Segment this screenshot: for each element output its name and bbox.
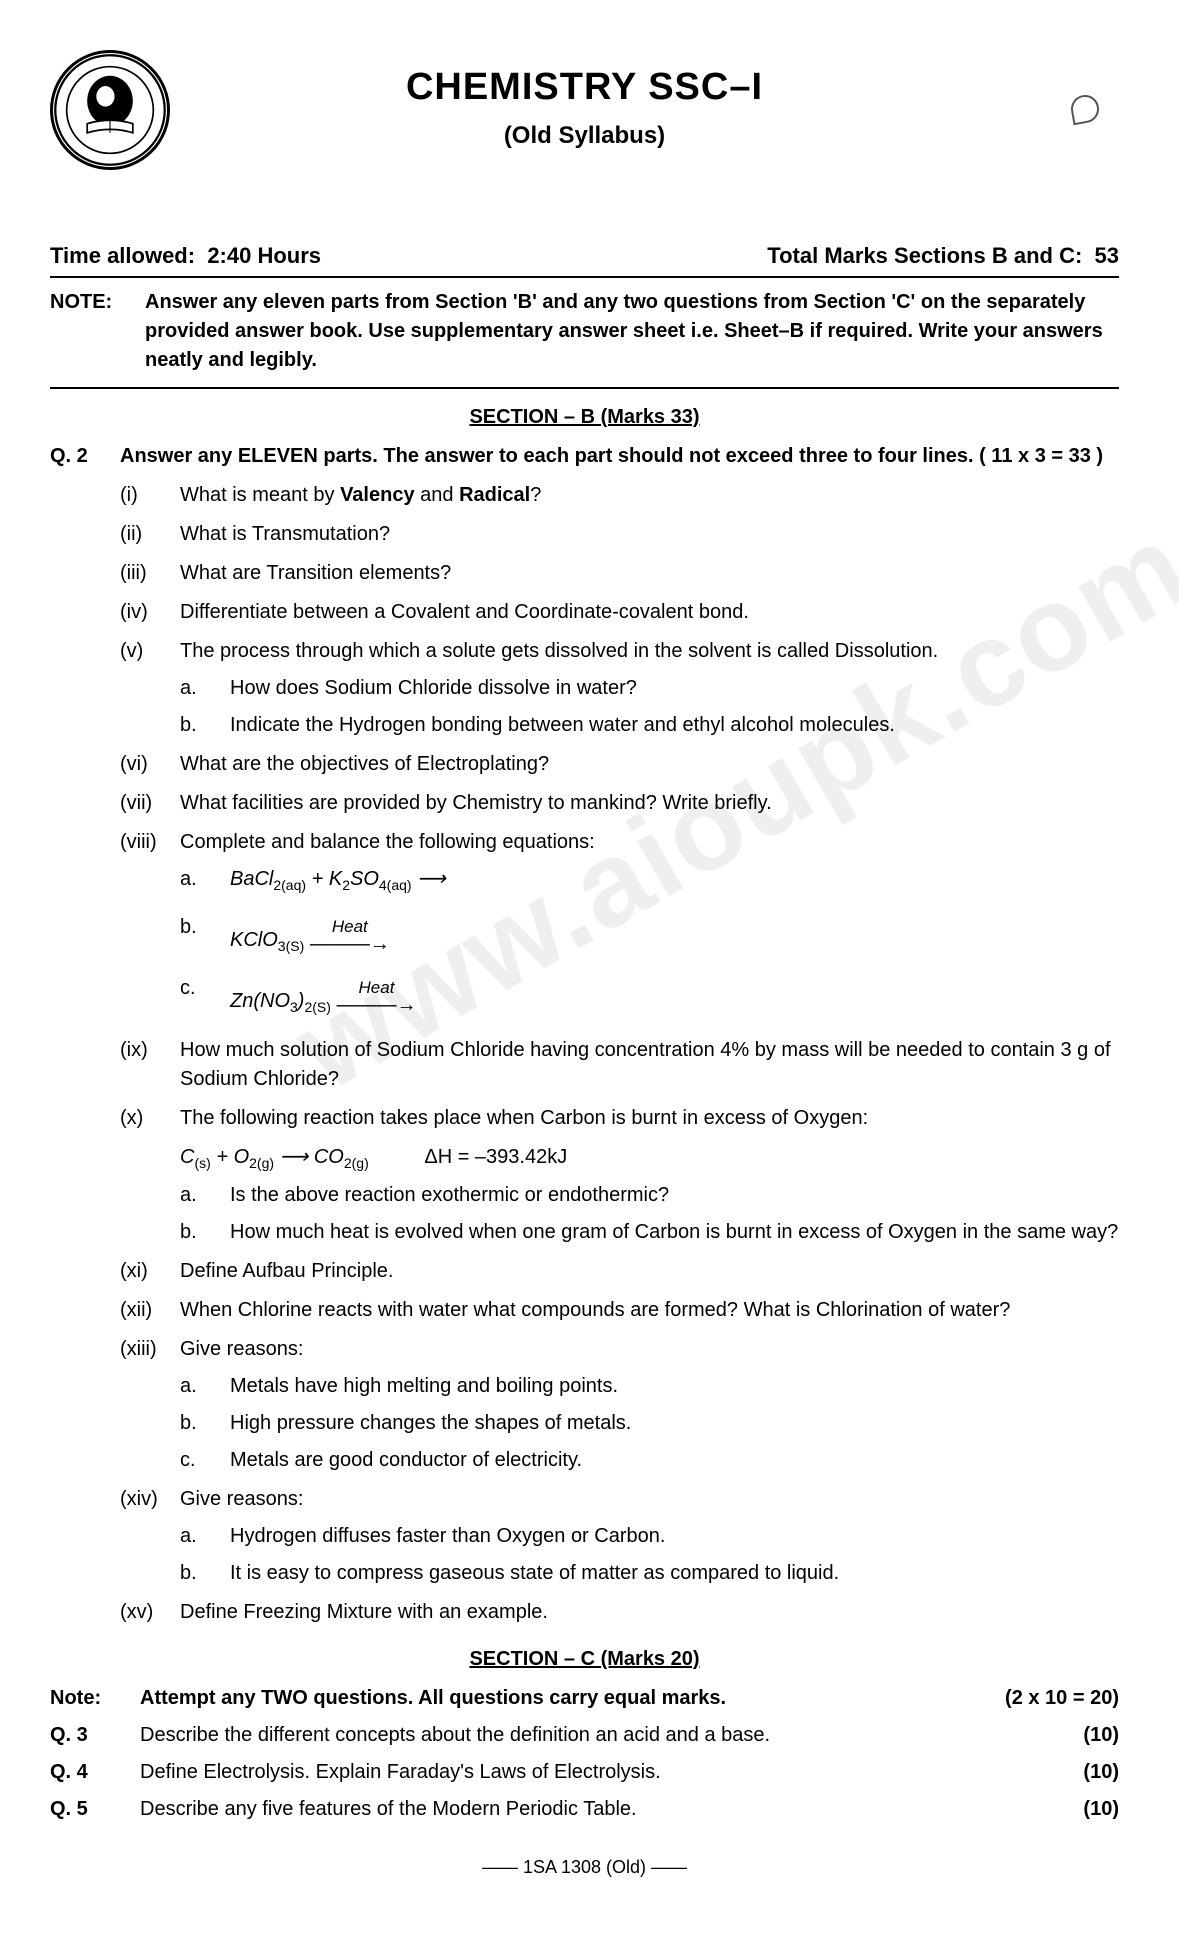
part-xi: (xi)Define Aufbau Principle.: [120, 1257, 1119, 1286]
divider: [50, 387, 1119, 389]
q2-label: Q. 2: [50, 442, 120, 471]
section-b-heading: SECTION – B (Marks 33): [50, 403, 1119, 432]
part-xiv-b: b.It is easy to compress gaseous state o…: [180, 1559, 1119, 1588]
marks-label: Total Marks Sections B and C:: [767, 243, 1082, 268]
part-xv: (xv)Define Freezing Mixture with an exam…: [120, 1598, 1119, 1627]
time-value: 2:40 Hours: [207, 243, 321, 268]
eq-x: C(s) + O2(g) ⟶ CO2(g) ΔH = –393.42kJ: [180, 1143, 1119, 1173]
eq-viii-a: a.BaCl2(aq) + K2SO4(aq) ⟶: [180, 865, 1119, 895]
time-marks-row: Time allowed: 2:40 Hours Total Marks Sec…: [50, 240, 1119, 278]
part-iii: (iii)What are Transition elements?: [120, 559, 1119, 588]
part-vi: (vi)What are the objectives of Electropl…: [120, 750, 1119, 779]
q5-row: Q. 5 Describe any five features of the M…: [50, 1795, 1119, 1824]
q2-row: Q. 2 Answer any ELEVEN parts. The answer…: [50, 442, 1119, 471]
note-label: NOTE:: [50, 288, 145, 375]
q4-row: Q. 4 Define Electrolysis. Explain Farada…: [50, 1758, 1119, 1787]
page-header: CHEMISTRY SSC–I (Old Syllabus): [50, 50, 1119, 170]
part-xiii-b: b.High pressure changes the shapes of me…: [180, 1409, 1119, 1438]
part-v-a: a.How does Sodium Chloride dissolve in w…: [180, 674, 1119, 703]
exam-title: CHEMISTRY SSC–I: [190, 60, 979, 115]
part-xiii: (xiii)Give reasons:: [120, 1335, 1119, 1364]
footer-code: —— 1SA 1308 (Old) ——: [50, 1854, 1119, 1880]
q2-instruction: Answer any ELEVEN parts. The answer to e…: [120, 442, 1119, 471]
section-c-note-marks: (2 x 10 = 20): [1005, 1684, 1119, 1713]
eq-viii-b: b.KClO3(S) Heat———→: [180, 913, 1119, 956]
part-x-a: a.Is the above reaction exothermic or en…: [180, 1181, 1119, 1210]
time-label: Time allowed:: [50, 243, 195, 268]
section-c-note-label: Note:: [50, 1684, 140, 1713]
eq-viii-c: c.Zn(NO3)2(S) Heat———→: [180, 974, 1119, 1017]
part-x-b: b.How much heat is evolved when one gram…: [180, 1218, 1119, 1247]
part-xiv-a: a.Hydrogen diffuses faster than Oxygen o…: [180, 1522, 1119, 1551]
part-xii: (xii)When Chlorine reacts with water wha…: [120, 1296, 1119, 1325]
section-c-note: Note: Attempt any TWO questions. All que…: [50, 1684, 1119, 1713]
part-ix: (ix)How much solution of Sodium Chloride…: [120, 1036, 1119, 1094]
part-v-b: b.Indicate the Hydrogen bonding between …: [180, 711, 1119, 740]
section-c-note-text: Attempt any TWO questions. All questions…: [140, 1684, 1005, 1713]
note-text: Answer any eleven parts from Section 'B'…: [145, 288, 1119, 375]
marks-value: 53: [1095, 243, 1119, 268]
part-vii: (vii)What facilities are provided by Che…: [120, 789, 1119, 818]
part-viii: (viii)Complete and balance the following…: [120, 828, 1119, 857]
part-ii: (ii)What is Transmutation?: [120, 520, 1119, 549]
part-xiv: (xiv)Give reasons:: [120, 1485, 1119, 1514]
part-iv: (iv)Differentiate between a Covalent and…: [120, 598, 1119, 627]
part-xiii-a: a.Metals have high melting and boiling p…: [180, 1372, 1119, 1401]
exam-subtitle: (Old Syllabus): [190, 119, 979, 154]
q3-row: Q. 3 Describe the different concepts abo…: [50, 1721, 1119, 1750]
board-logo: [50, 50, 170, 170]
part-xiii-c: c.Metals are good conductor of electrici…: [180, 1446, 1119, 1475]
note-row: NOTE: Answer any eleven parts from Secti…: [50, 288, 1119, 375]
part-v: (v)The process through which a solute ge…: [120, 637, 1119, 666]
part-x: (x)The following reaction takes place wh…: [120, 1104, 1119, 1133]
section-c-heading: SECTION – C (Marks 20): [50, 1645, 1119, 1674]
part-i: (i)What is meant by Valency and Radical?: [120, 481, 1119, 510]
